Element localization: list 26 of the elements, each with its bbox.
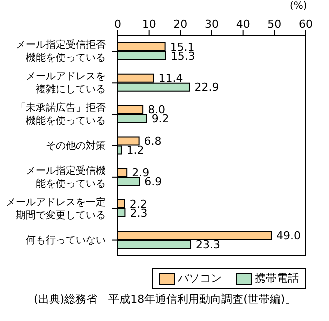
y-tick-label: 「未承諾広告」拒否機能を使っている [16,102,106,127]
text: (出典)総務省「平成18年通信利用動向調査(世帯編)」 [34,292,296,307]
y-tick-label: その他の対策 [46,140,106,152]
data-label: 11.4 [158,72,184,86]
x-axis-title: (%) [290,1,308,12]
x-tick-label: 10 [142,18,156,31]
data-label: 22.9 [194,81,220,94]
y-tick-label: 何も行っていない [26,234,106,246]
legend-label: パソコン [177,271,222,286]
x-tick-label: 0 [114,18,122,31]
data-label: 23.3 [196,238,221,252]
y-tick-label: メールアドレスを複雑にしている [26,71,106,96]
x-tick-label: 60 [299,18,313,31]
x-tick-label: 20 [174,18,188,31]
y-tick-label: メールアドレスを一定期間で変更している [6,196,106,221]
data-label: 6.9 [144,176,162,189]
data-label: 6.8 [144,135,162,148]
data-label: 1.2 [126,144,144,158]
data-label: 2.3 [130,206,148,220]
legend-label: 携帯電話 [254,271,299,286]
x-tick-label: 30 [205,18,219,31]
y-tick-label: メール指定受信拒否機能を使っている [16,38,106,64]
x-tick-label: 40 [236,18,250,31]
data-label: 49.0 [276,229,302,242]
x-tick-label: 50 [268,18,282,31]
y-tick-label: メール指定受信機能を使っている [26,164,106,190]
